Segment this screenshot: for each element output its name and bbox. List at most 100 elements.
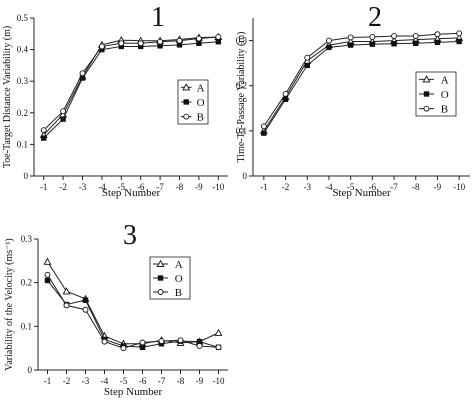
x-tick-label: -5 (118, 182, 126, 192)
x-tick-label: -7 (156, 182, 164, 192)
x-tick-label: -6 (139, 376, 147, 386)
x-tick-label: -1 (44, 376, 52, 386)
series-B (40, 34, 222, 134)
data-point-circle (282, 90, 289, 97)
y-tick-label: 0.1 (236, 126, 247, 136)
y-tick-label: 0.2 (236, 81, 247, 91)
data-point-circle (391, 33, 397, 40)
data-point-circle (177, 337, 184, 344)
legend-label: B (175, 287, 182, 299)
data-point-circle (40, 127, 47, 134)
x-tick-label: -3 (304, 182, 312, 192)
data-point-square (391, 41, 397, 47)
series-line (47, 280, 219, 348)
series-B (260, 30, 463, 130)
data-point-circle (120, 345, 127, 352)
y-axis-label: Toe-Target Distance Variability (m) (2, 26, 13, 168)
y-tick-label: 0.3 (236, 36, 248, 46)
data-point-square (413, 40, 419, 46)
data-point-circle (158, 338, 165, 345)
legend: AOB (149, 256, 191, 300)
data-point-circle (347, 34, 354, 41)
x-tick-label: -7 (390, 182, 398, 192)
series-line (263, 32, 460, 127)
x-tick-label: -8 (176, 182, 184, 192)
data-point-square (369, 41, 376, 47)
data-point-circle (98, 43, 105, 50)
x-tick-label: -4 (101, 376, 109, 386)
legend-label: B (441, 104, 448, 116)
x-tick-label: -9 (196, 376, 204, 386)
legend: AOB (177, 79, 209, 125)
data-point-circle (176, 37, 183, 44)
data-point-circle (423, 105, 430, 112)
series-line (47, 274, 219, 349)
data-point-circle (183, 113, 190, 120)
x-tick-label: -10 (213, 376, 225, 386)
data-point-square (44, 277, 51, 284)
x-tick-label: -10 (453, 182, 465, 192)
data-point-triangle (422, 75, 431, 83)
data-point-square (157, 275, 164, 281)
x-tick-label: -3 (82, 376, 90, 386)
legend-label: O (175, 273, 183, 285)
data-point-circle (215, 344, 222, 351)
data-point-square (60, 116, 66, 122)
data-point-square (282, 96, 289, 102)
series-O (44, 277, 222, 350)
series-B (44, 271, 222, 352)
x-tick-label: -5 (347, 182, 355, 192)
data-point-circle (79, 70, 86, 77)
data-point-square (304, 62, 310, 69)
y-tick-label: 0.3 (17, 76, 29, 86)
data-point-square (139, 344, 146, 350)
legend-label: O (441, 89, 449, 101)
data-point-square (434, 39, 441, 46)
legend-label: A (175, 259, 183, 271)
x-axis-label: Step Number (332, 187, 391, 199)
data-point-circle (118, 40, 125, 47)
x-tick-label: -9 (195, 182, 203, 192)
data-point-circle (304, 54, 311, 61)
legend-label: A (197, 82, 205, 94)
x-tick-label: -8 (177, 376, 185, 386)
panel-number: 2 (368, 2, 382, 33)
y-axis-label: Time-To-Passage Variability (m) (236, 32, 247, 163)
panel-number: 3 (123, 220, 137, 251)
chart-panel-2: 0 0.1 0.2 0.3 -1 -2 -3 -4 -5 -6 -7 -8 -9 -10 Step Numb… (236, 2, 470, 199)
x-tick-label: -3 (79, 182, 87, 192)
data-point-circle (157, 289, 164, 295)
data-point-circle (456, 30, 463, 37)
data-point-square (40, 135, 47, 141)
y-tick-label: 0.1 (17, 139, 28, 149)
series-line (47, 261, 219, 345)
x-tick-label: -9 (434, 182, 442, 192)
x-tick-label: -2 (63, 376, 71, 386)
x-tick-label: -2 (59, 182, 67, 192)
series-O (261, 38, 462, 136)
y-tick-label: 0.3 (21, 234, 33, 244)
data-point-square (82, 297, 89, 303)
data-point-triangle (156, 259, 165, 268)
x-tick-label: -4 (98, 182, 106, 192)
legend-label: O (197, 97, 205, 109)
chart-panel-3: 0 0.1 0.2 0.3 -1 -2 -3 -4 -5 -6 -7 -8 -9 -10 Step Numb… (4, 220, 228, 398)
x-tick-label: -8 (412, 182, 420, 192)
series-line (263, 40, 460, 134)
chart-panel-1: 0 0.1 0.2 0.3 0.4 0.5 -1 -2 -3 -4 -5 -6 -7 -8 -9 -10 Ste… (2, 2, 228, 199)
data-point-circle (412, 33, 419, 40)
data-point-circle (434, 31, 441, 38)
x-tick-label: -10 (212, 182, 224, 192)
data-point-triangle (214, 328, 223, 336)
y-tick-label: 0.5 (17, 13, 29, 23)
x-tick-label: -1 (40, 182, 48, 192)
x-tick-label: -4 (325, 182, 333, 192)
data-point-circle (260, 123, 267, 130)
x-tick-label: -6 (369, 182, 377, 192)
series-line (43, 36, 219, 131)
series-line (263, 37, 460, 132)
data-point-circle (215, 34, 222, 40)
data-point-circle (157, 38, 164, 45)
y-tick-label: 0.2 (21, 278, 32, 288)
